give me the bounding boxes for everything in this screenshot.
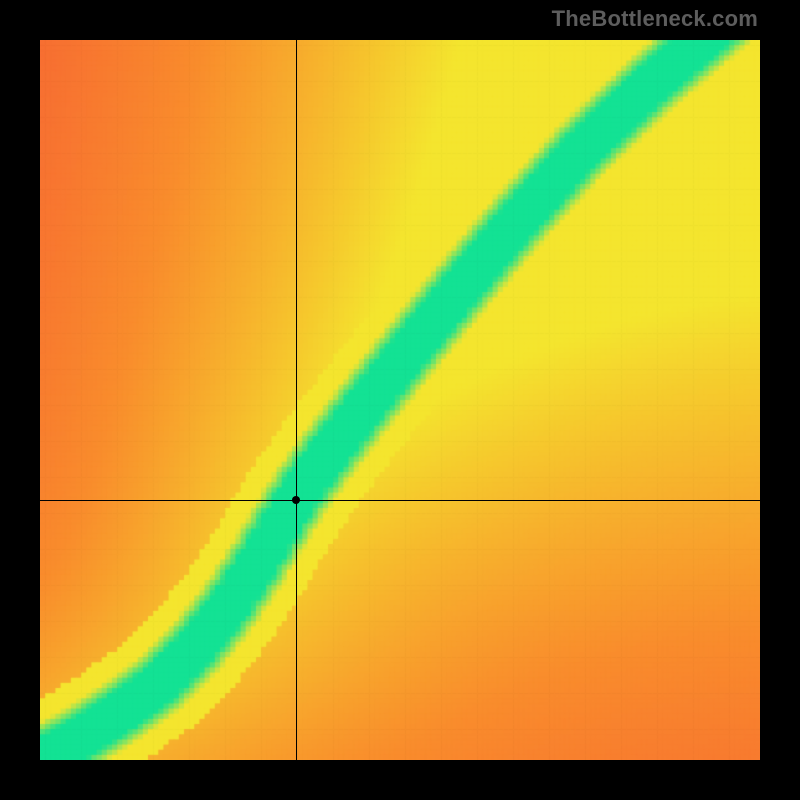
crosshair-horizontal <box>40 500 760 501</box>
plot-area <box>40 40 760 760</box>
chart-container: TheBottleneck.com <box>0 0 800 800</box>
heatmap-canvas <box>40 40 760 760</box>
watermark-text: TheBottleneck.com <box>552 6 758 32</box>
crosshair-vertical <box>296 40 297 760</box>
